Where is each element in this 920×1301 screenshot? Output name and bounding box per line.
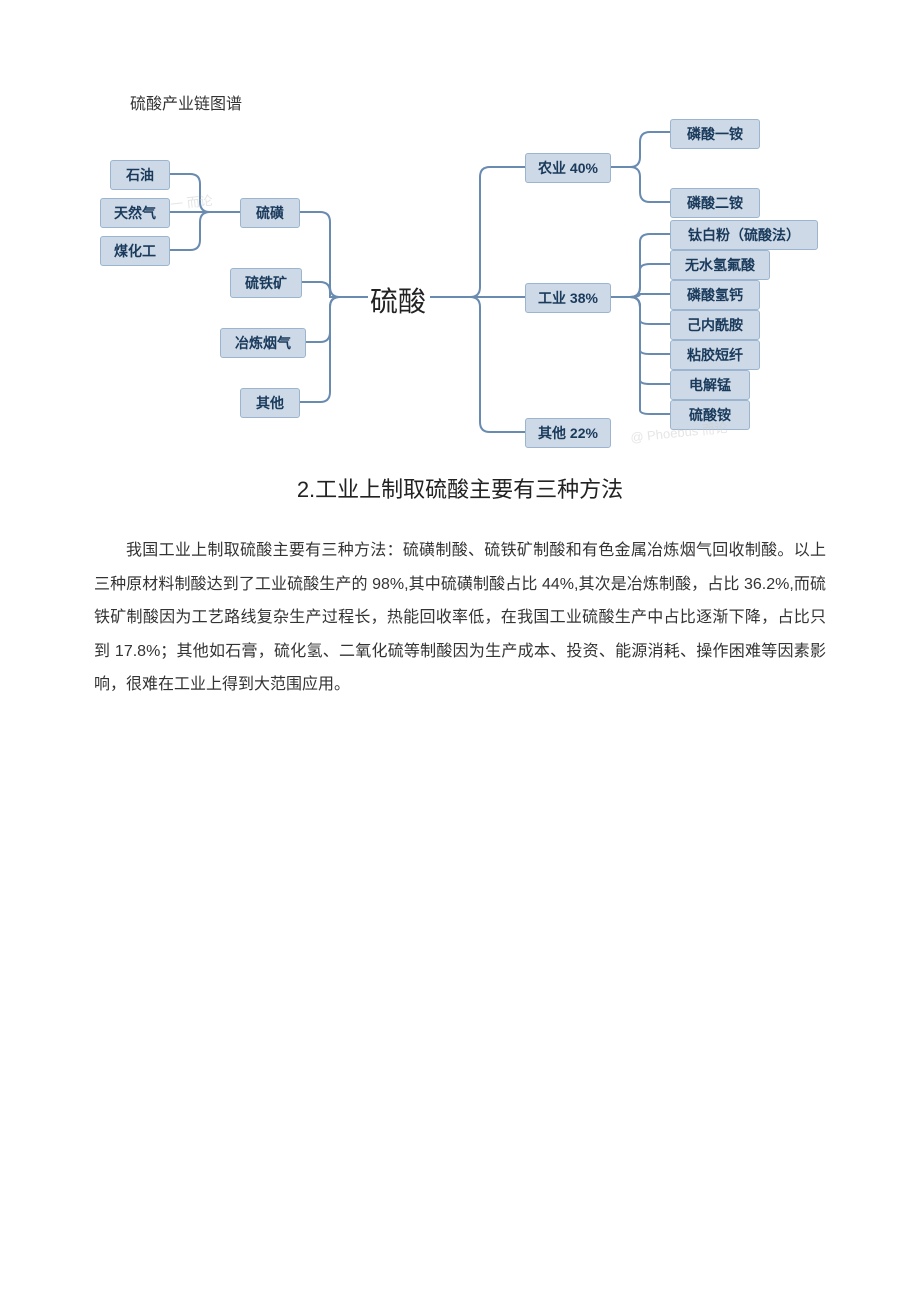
node-tianranqi: 天然气: [100, 198, 170, 228]
body-paragraph: 我国工业上制取硫酸主要有三种方法：硫磺制酸、硫铁矿制酸和有色金属冶炼烟气回收制酸…: [94, 534, 826, 702]
node-wushui: 无水氢氟酸: [670, 250, 770, 280]
diagram-title: 硫酸产业链图谱: [130, 90, 830, 114]
node-shiyou: 石油: [110, 160, 170, 190]
node-nianjiao: 粘胶短纤: [670, 340, 760, 370]
node-yelian: 冶炼烟气: [220, 328, 306, 358]
node-qita-right: 其他 22%: [525, 418, 611, 448]
node-linsuanyian: 磷酸一铵: [670, 119, 760, 149]
node-linsuaneran: 磷酸二铵: [670, 188, 760, 218]
node-gongye: 工业 38%: [525, 283, 611, 313]
node-taibaifen: 钛白粉（硫酸法）: [670, 220, 818, 250]
node-liutiekuang: 硫铁矿: [230, 268, 302, 298]
node-jineixian: 己内酰胺: [670, 310, 760, 340]
node-linsuanqing: 磷酸氢钙: [670, 280, 760, 310]
node-liuhuang: 硫磺: [240, 198, 300, 228]
node-center: 硫酸: [370, 280, 426, 320]
section-heading: 2.工业上制取硫酸主要有三种方法: [90, 472, 830, 504]
page: 硫酸产业链图谱: [0, 0, 920, 742]
industry-chain-diagram: 石油 天然气 煤化工 硫磺 硫铁矿 冶炼烟气 其他 硫酸 农业 40% 工业 3…: [90, 122, 830, 442]
node-liusuanan: 硫酸铵: [670, 400, 750, 430]
node-dianjiemen: 电解锰: [670, 370, 750, 400]
node-qita-left: 其他: [240, 388, 300, 418]
node-nongye: 农业 40%: [525, 153, 611, 183]
node-meihuagong: 煤化工: [100, 236, 170, 266]
